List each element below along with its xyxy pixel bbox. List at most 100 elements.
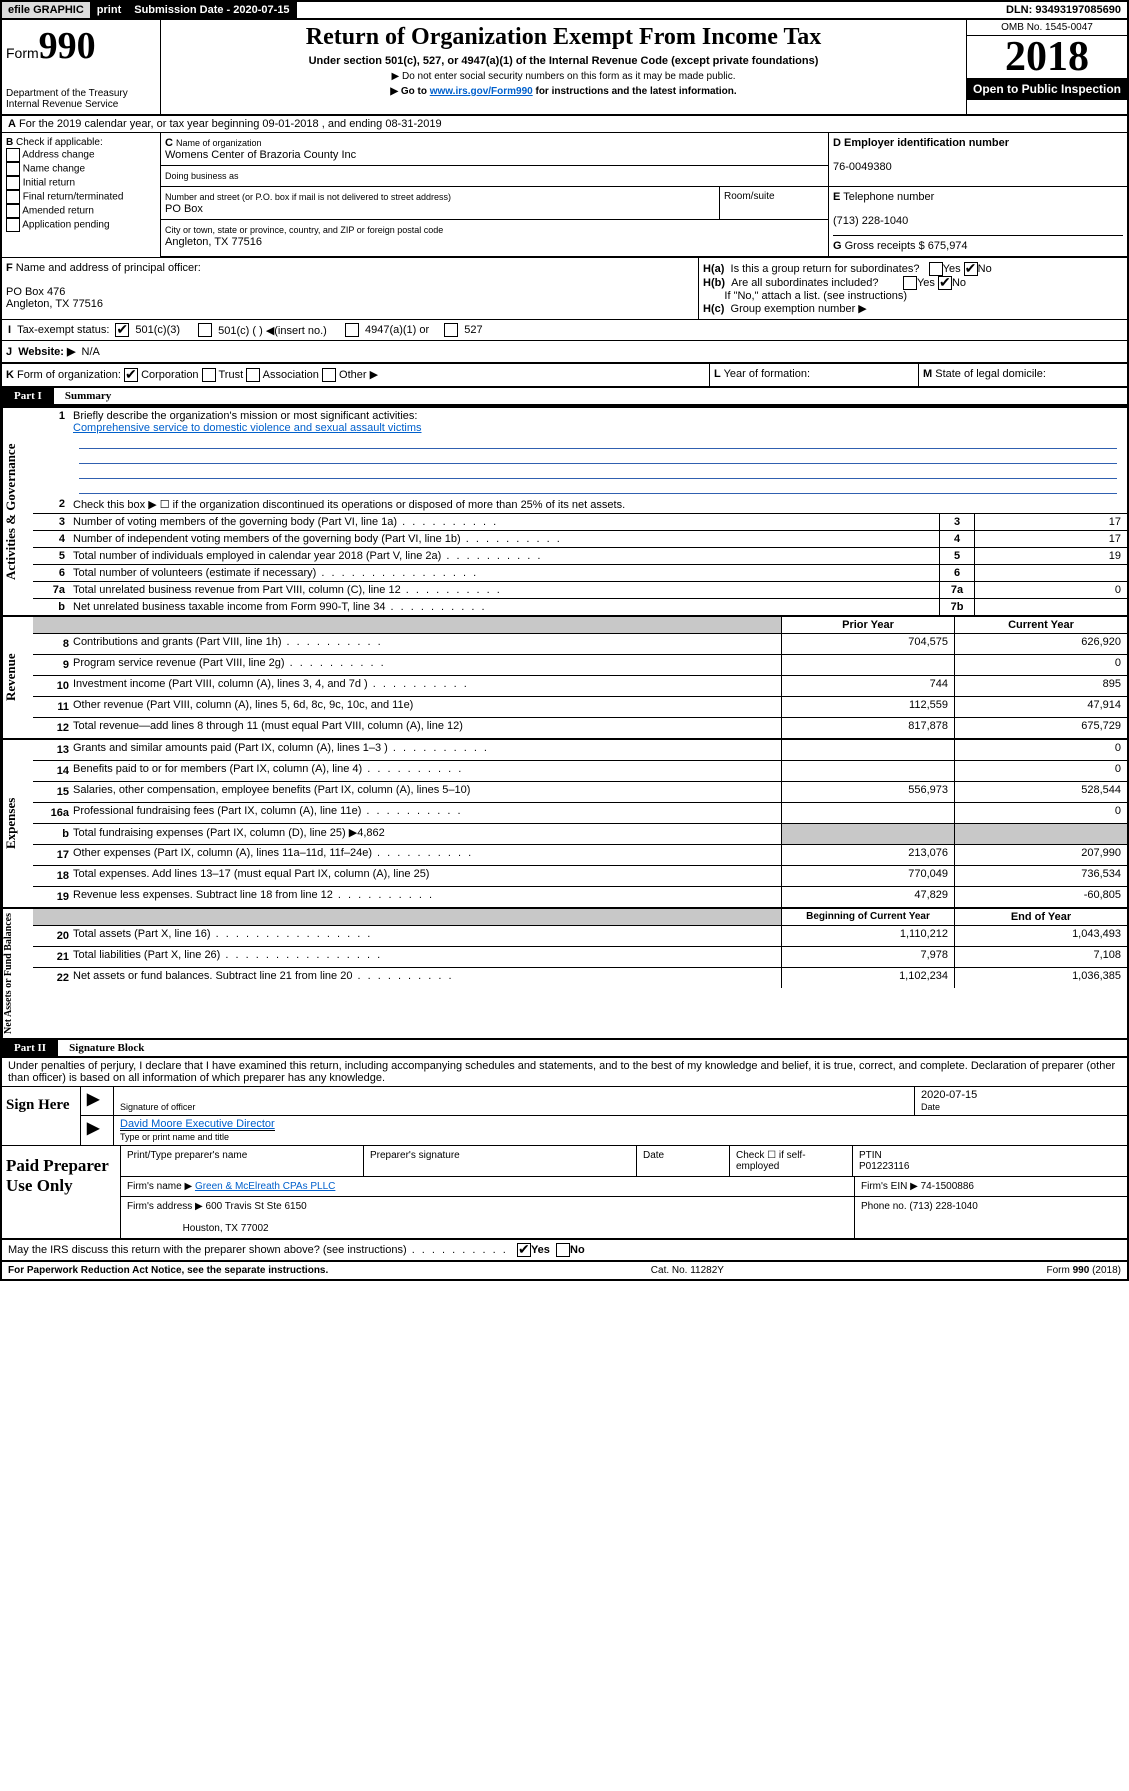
firm-name[interactable]: Green & McElreath CPAs PLLC	[195, 1181, 335, 1192]
part1-label: Part I	[2, 388, 54, 404]
part2-title: Signature Block	[61, 1040, 152, 1056]
begin-year-header: Beginning of Current Year	[781, 909, 954, 925]
line2-no: 2	[33, 496, 69, 513]
form-subtitle: Under section 501(c), 527, or 4947(a)(1)…	[165, 55, 962, 67]
cb-501c[interactable]	[198, 323, 212, 337]
print-button[interactable]: print	[91, 2, 128, 18]
cb-4947[interactable]	[345, 323, 359, 337]
state-domicile: State of legal domicile:	[935, 368, 1046, 380]
ptin-value: P01223116	[859, 1161, 909, 1172]
cb-discuss-yes[interactable]	[517, 1243, 531, 1257]
street-value: PO Box	[165, 203, 203, 215]
street-label: Number and street (or P.O. box if mail i…	[165, 192, 451, 202]
ha-text: Is this a group return for subordinates?	[731, 263, 920, 275]
website-label: Website: ▶	[18, 346, 75, 358]
cb-app-pending[interactable]	[6, 218, 20, 232]
cb-hb-yes[interactable]	[903, 276, 917, 290]
line1-no: 1	[33, 408, 69, 496]
sub-date: 2020-07-15	[233, 4, 289, 16]
label-hc: H(c)	[703, 303, 724, 315]
firm-ein: 74-1500886	[921, 1181, 974, 1192]
line10-current: 895	[954, 676, 1127, 696]
line19: Revenue less expenses. Subtract line 18 …	[73, 889, 434, 905]
note-2: ▶ Go to www.irs.gov/Form990 for instruct…	[165, 86, 962, 97]
line11-current: 47,914	[954, 697, 1127, 717]
line20-begin: 1,110,212	[781, 926, 954, 946]
line14-current: 0	[954, 761, 1127, 781]
label-ha: H(a)	[703, 263, 724, 275]
line7b: Net unrelated business taxable income fr…	[69, 599, 939, 615]
revenue-section: Revenue Prior YearCurrent Year 8Contribu…	[2, 615, 1127, 738]
efile-label: efile GRAPHIC	[2, 2, 91, 18]
cb-assoc[interactable]	[246, 368, 260, 382]
label-g: G	[833, 240, 842, 252]
line12-prior: 817,878	[781, 718, 954, 738]
dept-treasury: Department of the Treasury	[6, 88, 156, 99]
cb-corp[interactable]	[124, 368, 138, 382]
line10: Investment income (Part VIII, column (A)…	[73, 678, 469, 694]
firm-phone-label: Phone no.	[861, 1201, 907, 1212]
arrow-icon: ▶	[81, 1116, 114, 1145]
line17: Other expenses (Part IX, column (A), lin…	[73, 847, 473, 863]
sig-date: 2020-07-15	[921, 1089, 977, 1101]
line7a: Total unrelated business revenue from Pa…	[69, 582, 939, 598]
cb-trust[interactable]	[202, 368, 216, 382]
line11-prior: 112,559	[781, 697, 954, 717]
current-year-header: Current Year	[954, 617, 1127, 633]
label-d: D	[833, 137, 841, 149]
tel-label: Telephone number	[843, 191, 934, 203]
line13: Grants and similar amounts paid (Part IX…	[73, 742, 489, 758]
row-a: A For the 2019 calendar year, or tax yea…	[2, 116, 1127, 133]
line18-current: 736,534	[954, 866, 1127, 886]
cb-other[interactable]	[322, 368, 336, 382]
line4-val: 17	[974, 531, 1127, 547]
form-prefix: Form	[6, 45, 39, 61]
cb-ha-no[interactable]	[964, 262, 978, 276]
tax-status-row: I Tax-exempt status: 501(c)(3) 501(c) ( …	[2, 320, 1127, 341]
cb-hb-no[interactable]	[938, 276, 952, 290]
preparer-label: Paid Preparer Use Only	[2, 1146, 121, 1238]
label-c: C	[165, 137, 173, 149]
line6: Total number of volunteers (estimate if …	[69, 565, 939, 581]
line8: Contributions and grants (Part VIII, lin…	[73, 636, 383, 652]
ptin-label: PTIN	[859, 1150, 882, 1161]
fgh-row: F Name and address of principal officer:…	[2, 258, 1127, 320]
gross-value: 675,974	[928, 240, 968, 252]
line9-current: 0	[954, 655, 1127, 675]
cb-527[interactable]	[444, 323, 458, 337]
cb-501c3[interactable]	[115, 323, 129, 337]
cb-name-change[interactable]	[6, 162, 20, 176]
line13-current: 0	[954, 740, 1127, 760]
perjury-statement: Under penalties of perjury, I declare th…	[2, 1058, 1127, 1087]
side-revenue: Revenue	[2, 617, 33, 738]
tax-year-range: For the 2019 calendar year, or tax year …	[19, 118, 442, 130]
cb-final-return[interactable]	[6, 190, 20, 204]
part2-label: Part II	[2, 1040, 58, 1056]
form-org-label: Form of organization:	[17, 369, 121, 381]
netassets-section: Net Assets or Fund Balances Beginning of…	[2, 907, 1127, 1038]
line12: Total revenue—add lines 8 through 11 (mu…	[73, 720, 463, 736]
tel-value: (713) 228-1040	[833, 215, 908, 227]
website-value: N/A	[82, 346, 100, 358]
cb-address-change[interactable]	[6, 148, 20, 162]
form-org-row: K Form of organization: Corporation Trus…	[2, 364, 1127, 388]
cb-discuss-no[interactable]	[556, 1243, 570, 1257]
line22: Net assets or fund balances. Subtract li…	[73, 970, 454, 986]
year-formation: Year of formation:	[724, 368, 810, 380]
line10-prior: 744	[781, 676, 954, 696]
officer-name[interactable]: David Moore Executive Director	[120, 1118, 275, 1131]
preparer-section: Paid Preparer Use Only Print/Type prepar…	[2, 1146, 1127, 1240]
prep-self-employed: Check ☐ if self-employed	[730, 1146, 853, 1176]
cb-initial-return[interactable]	[6, 176, 20, 190]
mission-text[interactable]: Comprehensive service to domestic violen…	[73, 422, 422, 434]
prep-date-label: Date	[637, 1146, 730, 1176]
tax-label: Tax-exempt status:	[17, 324, 109, 336]
irs-link[interactable]: www.irs.gov/Form990	[430, 86, 533, 97]
line20-end: 1,043,493	[954, 926, 1127, 946]
line1-text: Briefly describe the organization's miss…	[73, 410, 417, 422]
line16b: Total fundraising expenses (Part IX, col…	[73, 826, 385, 842]
cb-amended[interactable]	[6, 204, 20, 218]
line18: Total expenses. Add lines 13–17 (must eq…	[73, 868, 429, 884]
officer-name-label: Type or print name and title	[120, 1132, 229, 1142]
line9: Program service revenue (Part VIII, line…	[73, 657, 386, 673]
